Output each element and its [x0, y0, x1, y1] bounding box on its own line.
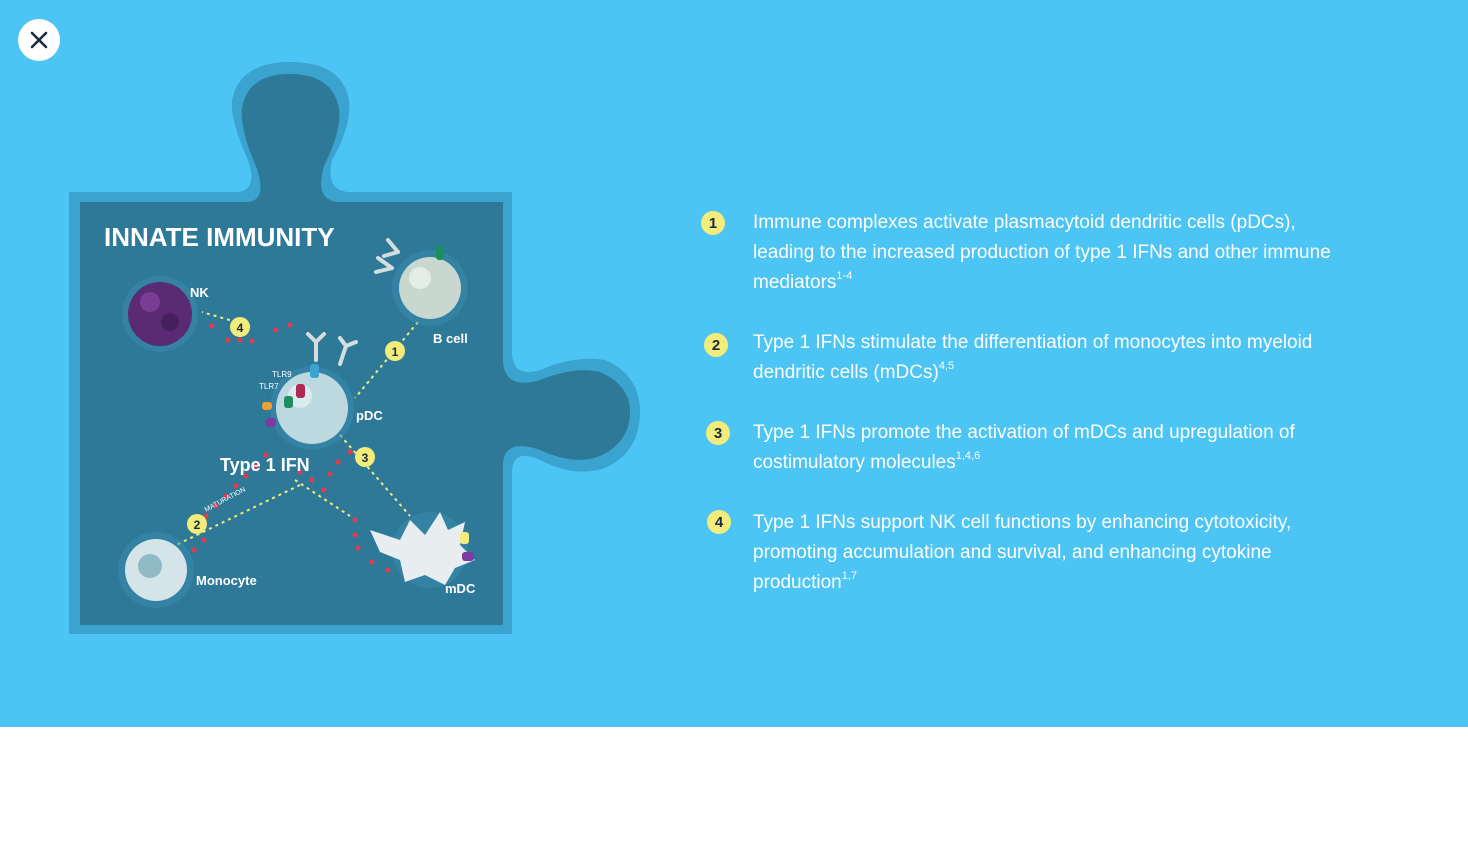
diagram-badge-4: 4	[230, 317, 250, 337]
mdc-cell	[370, 512, 475, 588]
svg-text:4: 4	[237, 321, 244, 335]
step-number-badge: 4	[707, 510, 731, 534]
innate-immunity-diagram: INNATE IMMUNITY NK	[69, 62, 640, 634]
diagram-badge-1: 1	[385, 341, 405, 361]
diagram-title: INNATE IMMUNITY	[104, 222, 335, 252]
step-text: Immune complexes activate plasmacytoid d…	[753, 212, 1331, 293]
type1-ifn-label: Type 1 IFN	[220, 455, 310, 475]
tlr7-label: TLR7	[259, 382, 279, 391]
pdc-cell	[262, 332, 358, 450]
modal-background: INNATE IMMUNITY NK	[0, 0, 1468, 727]
monocyte-cell	[118, 532, 194, 608]
step-text: Type 1 IFNs promote the activation of mD…	[753, 422, 1295, 473]
close-button[interactable]	[18, 19, 60, 61]
step-number-badge: 1	[701, 211, 725, 235]
step-text: Type 1 IFNs support NK cell functions by…	[753, 512, 1292, 593]
tlr9-label: TLR9	[272, 370, 292, 379]
b-cell	[374, 238, 468, 326]
close-icon	[30, 31, 48, 49]
mdc-label: mDC	[445, 581, 476, 596]
step-text: Type 1 IFNs stimulate the differentiatio…	[753, 332, 1313, 383]
ifn-dots	[191, 322, 407, 575]
puzzle-piece	[69, 62, 640, 634]
step-number-badge: 3	[706, 421, 730, 445]
step-number-badge: 2	[704, 333, 728, 357]
pdc-label: pDC	[356, 408, 383, 423]
svg-text:2: 2	[194, 518, 201, 532]
svg-text:1: 1	[392, 345, 399, 359]
page-footer-blank	[0, 727, 1468, 852]
nk-label: NK	[190, 285, 209, 300]
b-cell-label: B cell	[433, 331, 468, 346]
diagram-badge-3: 3	[355, 447, 375, 467]
nk-cell	[122, 276, 198, 352]
monocyte-label: Monocyte	[196, 573, 257, 588]
svg-text:3: 3	[362, 451, 369, 465]
diagram-badge-2: 2	[187, 514, 207, 534]
